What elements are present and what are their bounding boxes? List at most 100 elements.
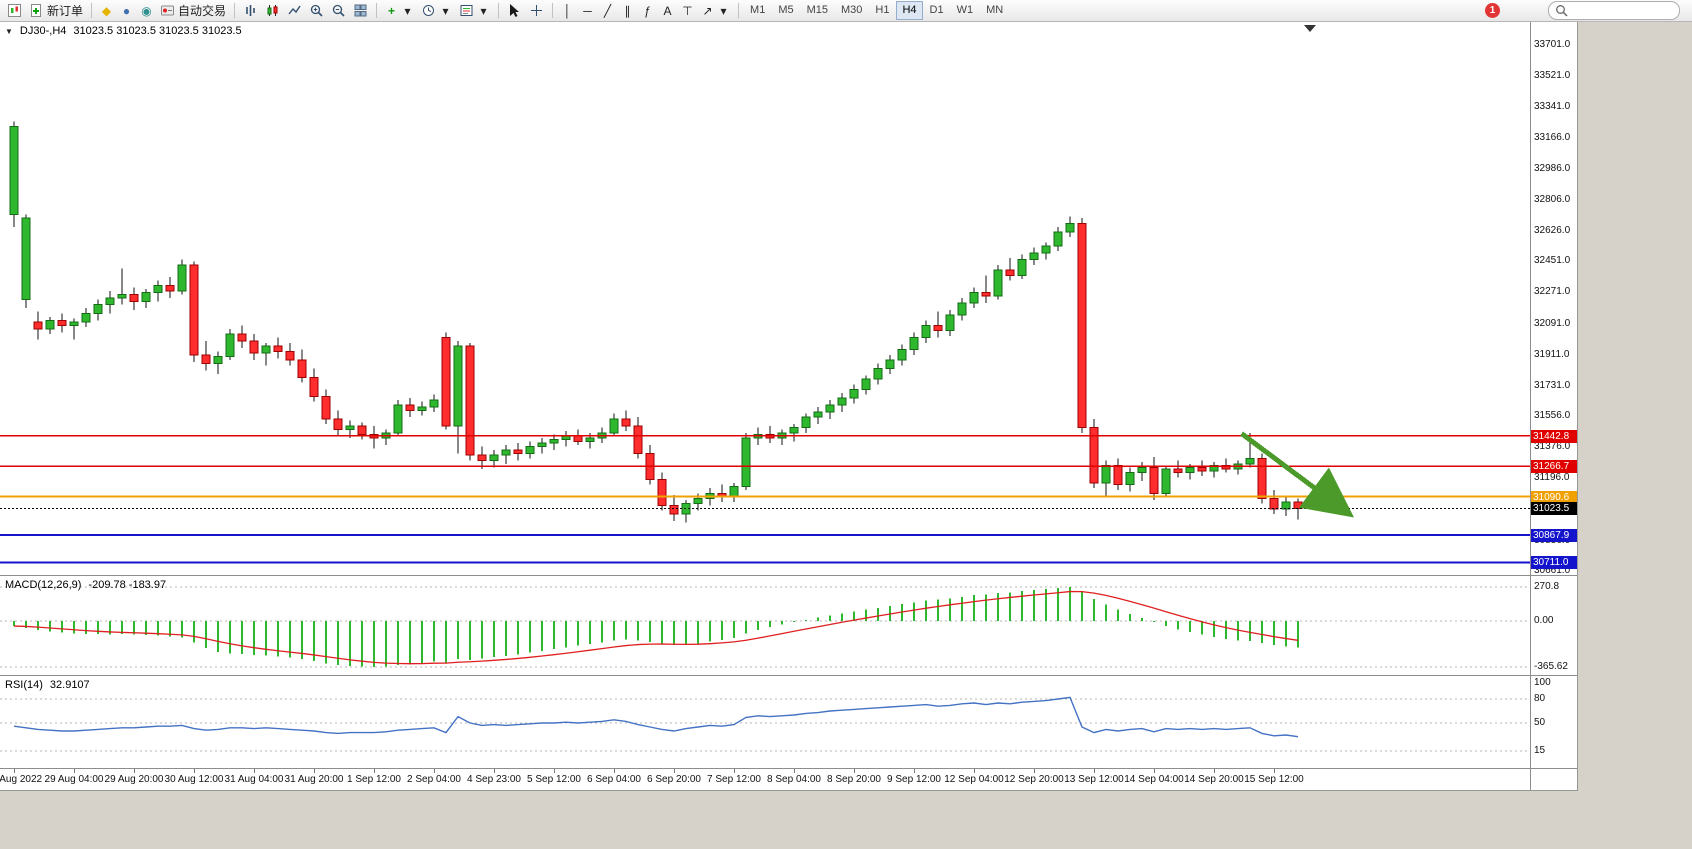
candle-body xyxy=(297,359,307,378)
timeframe-d1[interactable]: D1 xyxy=(929,4,944,16)
price-axis-label: 32451.0 xyxy=(1534,255,1571,267)
time-label: 12 Sep 20:00 xyxy=(1004,774,1064,785)
candle-body xyxy=(273,345,283,352)
timeframe-w1[interactable]: W1 xyxy=(956,4,974,16)
time-tick xyxy=(1154,769,1155,773)
line-chart-mode-icon[interactable] xyxy=(284,1,305,21)
autotrading-button[interactable]: 自动交易 xyxy=(157,1,229,21)
bar-chart-mode-icon[interactable] xyxy=(240,1,261,21)
time-tick xyxy=(74,769,75,773)
trendline-tool-icon[interactable]: ╱ xyxy=(603,3,612,18)
chart-shift-marker[interactable] xyxy=(1304,25,1316,32)
metaeditor-icon[interactable]: ◆ xyxy=(101,3,112,18)
candle-body xyxy=(309,376,319,397)
notification-badge[interactable]: 1 xyxy=(1485,3,1500,18)
time-tick xyxy=(494,769,495,773)
macd-values: -209.78 -183.97 xyxy=(88,579,167,591)
price-axis-label: 32091.0 xyxy=(1534,317,1571,329)
pane-separator[interactable] xyxy=(0,575,1577,576)
time-label: 1 Sep 12:00 xyxy=(347,774,401,785)
cursor-tool-icon[interactable] xyxy=(504,1,525,21)
candle-body xyxy=(585,437,595,442)
indicators-button[interactable]: + ▾ xyxy=(382,1,417,21)
price-axis-label: 32271.0 xyxy=(1534,286,1571,298)
timeframe-mn[interactable]: MN xyxy=(986,4,1004,16)
time-label: 30 Aug 12:00 xyxy=(164,774,224,785)
arrows-tool-button[interactable]: ↗ ▾ xyxy=(698,1,733,21)
candle-body xyxy=(33,321,43,330)
channel-tool-icon[interactable]: ∥ xyxy=(624,3,631,18)
time-tick xyxy=(314,769,315,773)
candle-body xyxy=(1137,466,1147,474)
candle-body xyxy=(741,437,751,487)
candle-body xyxy=(669,504,679,515)
macd-pane[interactable] xyxy=(0,576,1530,675)
time-tick xyxy=(1034,769,1035,773)
community-icon[interactable]: ● xyxy=(122,3,131,18)
candle-body xyxy=(969,292,979,304)
search-input[interactable] xyxy=(1572,3,1670,18)
candle-body xyxy=(861,378,871,390)
search-box[interactable] xyxy=(1548,1,1680,20)
candle-body xyxy=(609,418,619,434)
text-label-tool-icon[interactable]: ⊤ xyxy=(682,3,693,18)
time-tick xyxy=(854,769,855,773)
crosshair-tool-icon[interactable] xyxy=(526,1,547,21)
line-price-badge: 30711.0 xyxy=(1531,556,1577,570)
timeframe-h1[interactable]: H1 xyxy=(875,4,890,16)
candle-body xyxy=(1197,466,1207,472)
candlestick-mode-icon[interactable] xyxy=(262,1,283,21)
separator xyxy=(498,3,500,18)
candle-body xyxy=(189,264,199,356)
timeframe-m15[interactable]: M15 xyxy=(806,4,828,16)
candle-body xyxy=(993,269,1003,297)
fibonacci-tool-icon[interactable]: ƒ xyxy=(644,3,651,18)
horizontal-line-tool-icon[interactable]: ─ xyxy=(583,3,592,18)
one-click-trading-toggle[interactable]: ▼ xyxy=(5,26,13,36)
price-axis-label: 33521.0 xyxy=(1534,70,1571,82)
tile-windows-icon[interactable] xyxy=(350,1,371,21)
periods-button[interactable]: ▾ xyxy=(418,1,455,21)
time-tick xyxy=(554,769,555,773)
candle-body xyxy=(405,404,415,411)
candle-body xyxy=(441,337,451,427)
caret-down-icon: ▾ xyxy=(720,3,727,18)
vertical-line-tool-icon[interactable]: │ xyxy=(563,3,572,18)
line-price-badge: 31090.6 xyxy=(1531,490,1577,504)
templates-button[interactable]: ▾ xyxy=(456,1,493,21)
zoom-in-icon[interactable] xyxy=(306,1,327,21)
timeframe-m30[interactable]: M30 xyxy=(841,4,863,16)
time-label: 9 Sep 12:00 xyxy=(887,774,941,785)
pane-separator[interactable] xyxy=(0,675,1577,676)
rsi-axis-label: 15 xyxy=(1534,745,1546,756)
autotrading-label: 自动交易 xyxy=(178,4,227,18)
news-icon[interactable]: ◉ xyxy=(141,3,152,18)
rsi-pane[interactable] xyxy=(0,676,1530,768)
macd-label: MACD(12,26,9) -209.78 -183.97 xyxy=(5,579,166,591)
candle-body xyxy=(1245,458,1255,465)
rsi-label: RSI(14) 32.9107 xyxy=(5,679,90,691)
trend-arrow-annotation[interactable] xyxy=(1240,431,1355,518)
time-label: 12 Sep 04:00 xyxy=(944,774,1004,785)
price-scale[interactable]: 33701.0 33521.0 33341.0 33166.0 32986.0 32806… xyxy=(1530,22,1577,790)
zoom-out-icon[interactable] xyxy=(328,1,349,21)
line-price-badge: 31266.7 xyxy=(1531,460,1577,474)
time-label: 2 Sep 04:00 xyxy=(407,774,461,785)
timeframe-m1[interactable]: M1 xyxy=(750,4,766,16)
time-label: 26 Aug 2022 xyxy=(0,774,43,785)
main-toolbar: 新订单 ◆ ● ◉ 自动交易 + ▾ ▾ ▾ │ ─ ╱ ∥ ƒ xyxy=(0,0,1692,22)
text-tool-icon[interactable]: A xyxy=(663,3,672,18)
separator xyxy=(234,3,236,18)
new-order-button[interactable]: 新订单 xyxy=(26,1,86,21)
timeframe-m5[interactable]: M5 xyxy=(778,4,794,16)
price-axis-label: 32806.0 xyxy=(1534,193,1571,205)
time-label: 8 Sep 04:00 xyxy=(767,774,821,785)
timeframe-h4[interactable]: H4 xyxy=(896,1,923,20)
candle-body xyxy=(909,337,919,351)
separator xyxy=(91,3,93,18)
price-chart-pane[interactable] xyxy=(0,22,1530,575)
time-tick xyxy=(914,769,915,773)
candle-body xyxy=(1089,427,1099,484)
candle-body xyxy=(681,503,691,515)
